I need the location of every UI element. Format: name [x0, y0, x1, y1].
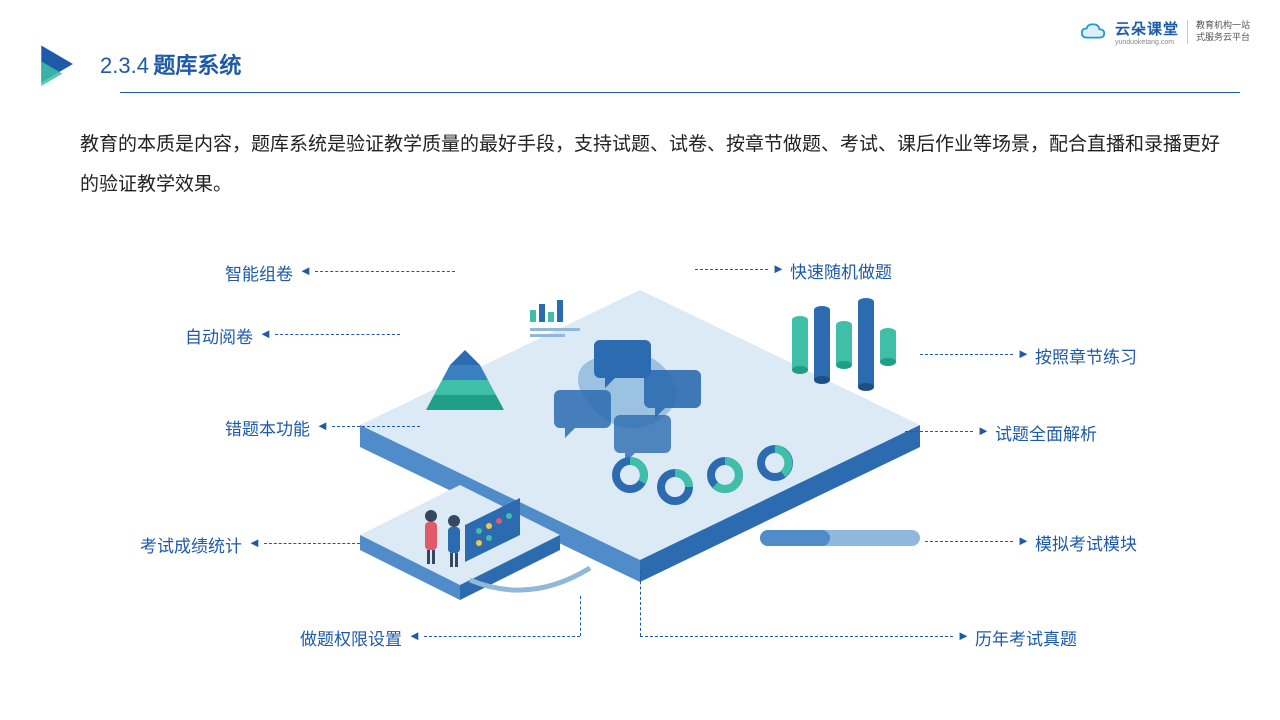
feature-label: 智能组卷: [225, 260, 293, 285]
connector-line: [920, 354, 1013, 355]
logo-tagline: 教育机构一站 式服务云平台: [1187, 20, 1250, 43]
play-triangle-icon: [36, 42, 80, 86]
feature-label: 快速随机做题: [790, 258, 892, 283]
connector-line: [580, 596, 581, 636]
arrow-right-icon: ►: [977, 423, 990, 438]
connector-line: [264, 543, 360, 544]
logo-domain: yunduoketang.com: [1115, 39, 1179, 46]
connector-line: [315, 271, 455, 272]
section-header: 2.3.4 题库系统: [36, 42, 241, 86]
connector-line: [695, 269, 768, 270]
section-number: 2.3.4: [100, 53, 149, 78]
arrow-left-icon: ◄: [316, 418, 329, 433]
feature-label: 模拟考试模块: [1035, 530, 1137, 555]
feature-label: 自动阅卷: [185, 323, 253, 348]
feature-label: 考试成绩统计: [140, 532, 242, 557]
arrow-right-icon: ►: [1017, 533, 1030, 548]
feature-label: 试题全面解析: [995, 420, 1097, 445]
logo-name: 云朵课堂: [1115, 18, 1179, 39]
connector-line: [640, 636, 953, 637]
arrow-right-icon: ►: [772, 261, 785, 276]
arrow-left-icon: ◄: [299, 263, 312, 278]
arrow-right-icon: ►: [957, 628, 970, 643]
connector-line: [424, 636, 580, 637]
connector-line: [640, 571, 641, 636]
arrow-left-icon: ◄: [248, 535, 261, 550]
connector-line: [905, 431, 973, 432]
feature-label: 历年考试真题: [975, 625, 1077, 650]
arrow-left-icon: ◄: [408, 628, 421, 643]
feature-label: 做题权限设置: [300, 625, 402, 650]
connector-line: [925, 541, 1013, 542]
section-title: 题库系统: [153, 53, 241, 78]
connector-line: [275, 334, 400, 335]
arrow-right-icon: ►: [1017, 346, 1030, 361]
brand-logo: 云朵课堂 yunduoketang.com 教育机构一站 式服务云平台: [1079, 18, 1250, 46]
title-underline: [120, 92, 1240, 93]
section-description: 教育的本质是内容，题库系统是验证教学质量的最好手段，支持试题、试卷、按章节做题、…: [80, 125, 1220, 205]
feature-label: 按照章节练习: [1035, 343, 1137, 368]
cloud-icon: [1079, 22, 1107, 42]
feature-label: 错题本功能: [225, 415, 310, 440]
connector-line: [332, 426, 420, 427]
arrow-left-icon: ◄: [259, 326, 272, 341]
